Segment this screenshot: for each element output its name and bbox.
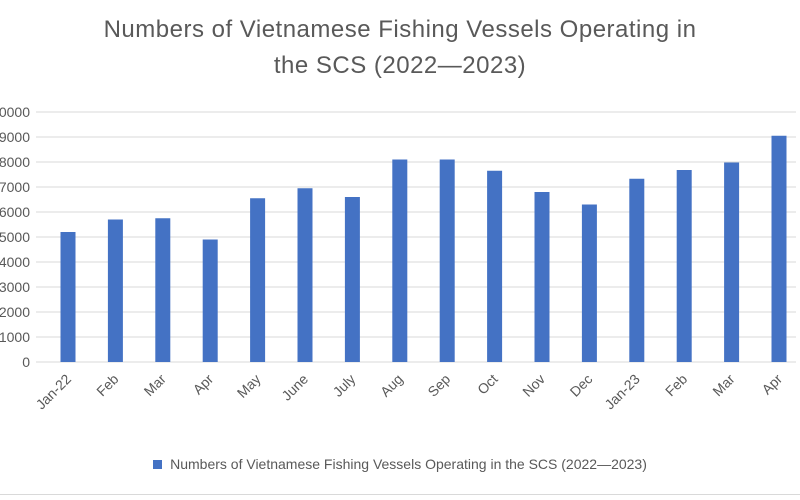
x-tick-label: July	[330, 371, 359, 400]
bar	[534, 192, 550, 362]
bar	[392, 159, 408, 362]
chart-title-line-2: the SCS (2022—2023)	[273, 52, 527, 79]
bar	[629, 178, 645, 362]
bar	[202, 239, 218, 362]
x-tick-label: June	[278, 371, 311, 404]
legend-swatch	[153, 459, 163, 469]
chart-title: Numbers of Vietnamese Fishing Vessels Op…	[0, 12, 800, 84]
x-tick-label: Jan-22	[33, 371, 75, 413]
x-tick-label: Mar	[709, 371, 738, 400]
x-tick-label: Dec	[567, 371, 596, 400]
x-tick-label: Feb	[662, 371, 691, 400]
bars	[60, 135, 787, 362]
bar	[107, 219, 123, 362]
x-tick-label: Mar	[141, 371, 170, 400]
bar	[439, 159, 455, 362]
bar	[724, 162, 740, 362]
x-tick-label: Oct	[474, 371, 501, 398]
bar	[60, 232, 76, 362]
y-tick-label: 3000	[0, 279, 30, 295]
bar	[344, 197, 360, 362]
x-tick-label: Nov	[519, 371, 548, 400]
bar	[676, 170, 692, 362]
y-tick-label: 8000	[0, 154, 30, 170]
x-tick-label: Feb	[93, 371, 122, 400]
bar	[297, 188, 313, 362]
y-tick-label: 4000	[0, 254, 30, 270]
y-axis-tick-labels: 0 1000 2000 3000 4000 5000 6000 7000 8000 9000 100…	[0, 104, 30, 370]
legend: Numbers of Vietnamese Fishing Vessels Op…	[0, 456, 800, 472]
y-tick-label: 1000	[0, 329, 30, 345]
x-tick-label: Apr	[758, 371, 785, 398]
y-tick-label: 0	[22, 354, 30, 370]
bar	[771, 135, 787, 362]
y-tick-label: 10000	[0, 104, 30, 120]
y-tick-label: 2000	[0, 304, 30, 320]
bar	[155, 218, 171, 362]
bar	[581, 204, 597, 362]
y-tick-label: 7000	[0, 179, 30, 195]
x-axis-tick-labels: Jan-22 Feb Mar Apr May June July Aug Sep Oct Nov De…	[33, 371, 786, 413]
y-tick-label: 9000	[0, 129, 30, 145]
x-tick-label: May	[234, 371, 264, 401]
x-tick-label: Aug	[377, 371, 406, 400]
chart-title-line-1: Numbers of Vietnamese Fishing Vessels Op…	[103, 16, 697, 43]
x-tick-label: Apr	[190, 371, 217, 398]
y-tick-label: 6000	[0, 204, 30, 220]
x-tick-label: Jan-23	[601, 371, 643, 413]
y-tick-label: 5000	[0, 229, 30, 245]
x-tick-label: Sep	[424, 371, 453, 400]
bottom-divider	[0, 494, 800, 495]
legend-label: Numbers of Vietnamese Fishing Vessels Op…	[170, 456, 647, 472]
bar	[250, 198, 266, 362]
bar	[487, 170, 503, 362]
